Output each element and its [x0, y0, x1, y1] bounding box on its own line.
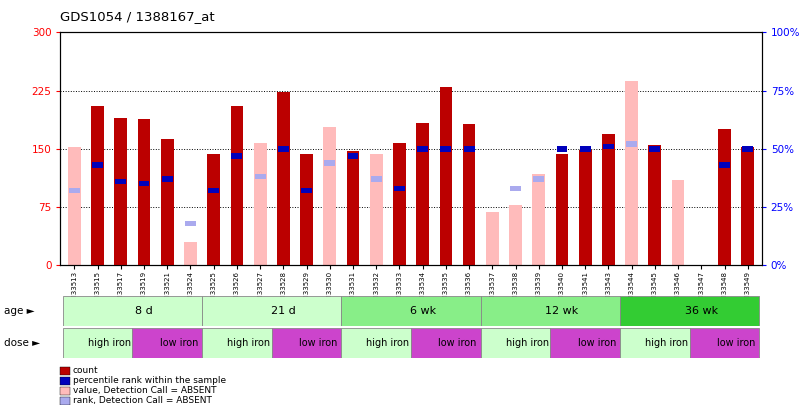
Text: 36 wk: 36 wk: [685, 306, 718, 316]
Bar: [324, 160, 335, 166]
Bar: [394, 186, 405, 191]
Bar: [718, 130, 731, 265]
Bar: [68, 147, 81, 265]
Bar: [184, 242, 197, 265]
Bar: [115, 179, 127, 184]
Bar: [63, 328, 132, 358]
Text: high iron: high iron: [227, 338, 270, 348]
Text: high iron: high iron: [88, 338, 131, 348]
Text: 12 wk: 12 wk: [546, 306, 579, 316]
Bar: [509, 205, 522, 265]
Bar: [162, 177, 172, 182]
Text: low iron: low iron: [717, 338, 755, 348]
Bar: [138, 119, 151, 265]
Bar: [742, 146, 753, 151]
Bar: [480, 328, 550, 358]
Bar: [620, 328, 690, 358]
Text: rank, Detection Call = ABSENT: rank, Detection Call = ABSENT: [73, 396, 211, 405]
Bar: [207, 154, 220, 265]
Bar: [347, 151, 359, 265]
Bar: [208, 188, 219, 194]
Bar: [371, 177, 382, 182]
Bar: [650, 146, 660, 151]
Bar: [231, 106, 243, 265]
Bar: [534, 177, 544, 182]
Text: low iron: low iron: [438, 338, 476, 348]
Bar: [91, 106, 104, 265]
Bar: [440, 146, 451, 151]
Bar: [625, 81, 638, 265]
Bar: [202, 296, 342, 326]
Bar: [69, 188, 80, 194]
Bar: [463, 124, 476, 265]
Bar: [550, 328, 620, 358]
Text: 21 d: 21 d: [271, 306, 296, 316]
Bar: [114, 118, 127, 265]
Text: high iron: high iron: [505, 338, 549, 348]
Text: 6 wk: 6 wk: [409, 306, 436, 316]
Bar: [202, 328, 272, 358]
Bar: [277, 92, 289, 265]
Bar: [480, 296, 620, 326]
Bar: [139, 181, 149, 186]
Bar: [342, 296, 480, 326]
Bar: [301, 188, 312, 194]
Bar: [620, 296, 759, 326]
Text: percentile rank within the sample: percentile rank within the sample: [73, 376, 226, 385]
Bar: [719, 162, 730, 168]
Bar: [272, 328, 342, 358]
Text: age ►: age ►: [4, 306, 35, 316]
Bar: [555, 154, 568, 265]
Text: 8 d: 8 d: [135, 306, 153, 316]
Bar: [370, 154, 383, 265]
Text: GDS1054 / 1388167_at: GDS1054 / 1388167_at: [60, 10, 215, 23]
Bar: [579, 150, 592, 265]
Bar: [626, 141, 637, 147]
Text: high iron: high iron: [645, 338, 688, 348]
Bar: [690, 328, 759, 358]
Bar: [671, 180, 684, 265]
Bar: [463, 146, 475, 151]
Bar: [63, 296, 202, 326]
Bar: [161, 139, 173, 265]
Bar: [255, 174, 265, 179]
Text: value, Detection Call = ABSENT: value, Detection Call = ABSENT: [73, 386, 216, 395]
Bar: [742, 147, 754, 265]
Bar: [533, 174, 545, 265]
Bar: [603, 144, 614, 149]
Text: count: count: [73, 366, 98, 375]
Bar: [557, 146, 567, 151]
Bar: [510, 186, 521, 191]
Bar: [132, 328, 202, 358]
Bar: [602, 134, 615, 265]
Bar: [418, 146, 428, 151]
Bar: [439, 87, 452, 265]
Text: high iron: high iron: [366, 338, 409, 348]
Text: low iron: low iron: [299, 338, 338, 348]
Bar: [323, 127, 336, 265]
Text: low iron: low iron: [578, 338, 616, 348]
Bar: [231, 153, 243, 158]
Bar: [649, 145, 661, 265]
Bar: [486, 213, 499, 265]
Bar: [580, 146, 591, 151]
Bar: [254, 143, 267, 265]
Bar: [92, 162, 103, 168]
Bar: [411, 328, 480, 358]
Text: dose ►: dose ►: [4, 338, 40, 348]
Bar: [347, 153, 359, 158]
Bar: [342, 328, 411, 358]
Bar: [393, 143, 406, 265]
Bar: [416, 123, 429, 265]
Bar: [185, 221, 196, 226]
Text: low iron: low iron: [160, 338, 198, 348]
Bar: [300, 154, 313, 265]
Bar: [278, 146, 289, 151]
